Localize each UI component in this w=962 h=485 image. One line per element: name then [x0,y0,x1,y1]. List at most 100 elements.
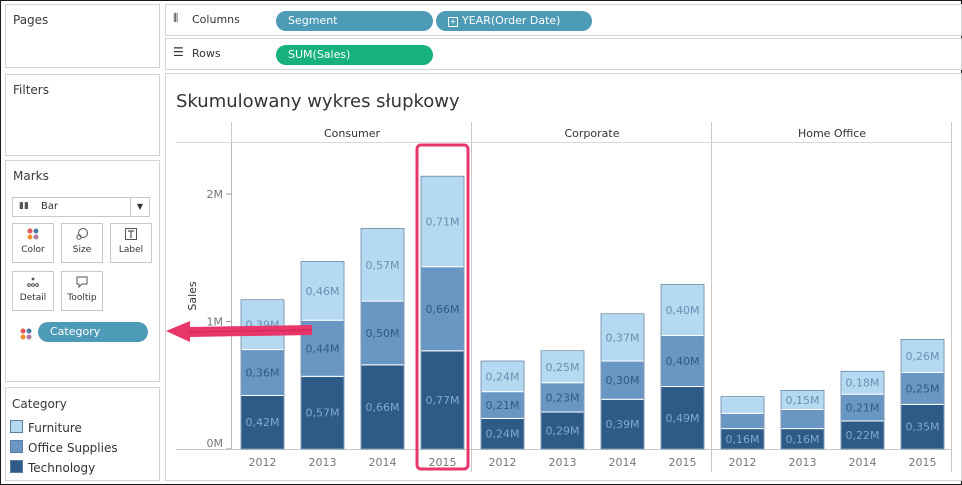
bar-data-label: 0,40M [666,304,700,317]
bar-data-label: 0,29M [546,425,580,438]
bar-data-label: 0,37M [606,331,640,344]
year-pill-label: YEAR(Order Date) [462,14,561,27]
bar-outline [360,228,405,450]
columns-shelf[interactable]: ⦀ Columns Segment + YEAR(Order Date) [165,4,962,36]
marks-title: Marks [13,169,49,183]
size-button-label: Size [72,245,92,255]
color-encoding-icon [19,326,33,345]
bar-office-supplies [540,382,585,413]
filters-card: Filters [5,74,160,156]
bar-office-supplies [420,266,465,352]
x-tick-label: 2014 [369,456,397,469]
segment-pill-label: Segment [288,14,338,27]
sum-sales-pill[interactable]: SUM(Sales) [276,45,433,65]
detail-button-label: Detail [19,293,47,303]
bar-chart-icon: ▮▮ [19,201,29,211]
bar-data-label: 0,16M [726,433,760,446]
x-tick-label: 2013 [789,456,817,469]
panel-header-home-office: Home Office [798,127,866,140]
bar-data-label: 0,50M [366,327,400,340]
bar-outline [840,370,885,450]
rows-label: Rows [192,47,221,60]
bar-office-supplies [780,408,825,430]
legend-swatch [10,420,23,433]
bar-data-label: 0,15M [786,394,820,407]
x-tick-label: 2015 [909,456,937,469]
bar-outline [480,360,525,450]
segment-pill[interactable]: Segment [276,11,433,31]
size-button[interactable]: Size [61,223,103,263]
bar-data-label: 0,16M [786,433,820,446]
y-axis-label: Sales [186,281,199,311]
bar-data-label: 0,71M [426,215,460,228]
year-order-date-pill[interactable]: + YEAR(Order Date) [436,11,592,31]
bar-office-supplies [360,300,405,366]
legend-label: Office Supplies [28,441,118,455]
bar-furniture [600,313,645,362]
bar-outline [780,390,825,450]
panel-header-corporate: Corporate [565,127,620,140]
bar-data-label: 0,24M [486,428,520,441]
bar-office-supplies [240,349,285,396]
legend-item-office-supplies[interactable]: Office Supplies [10,440,118,458]
mark-type-dropdown[interactable]: ▮▮ Bar ▼ [12,197,150,217]
filters-title: Filters [13,83,49,97]
label-button[interactable]: Label [110,223,152,263]
rows-shelf[interactable]: ☰ Rows SUM(Sales) [165,38,962,70]
color-button-label: Color [21,245,45,255]
bar-outline [900,339,945,450]
label-icon [111,227,151,245]
chevron-down-icon: ▼ [130,198,149,216]
mark-type-value: Bar [41,201,59,212]
bar-data-label: 0,40M [666,355,700,368]
legend-title: Category [12,397,67,411]
legend-label: Technology [28,461,96,475]
bar-data-label: 0,25M [546,361,580,374]
label-button-label: Label [118,245,144,255]
legend-swatch [10,440,23,453]
x-tick-label: 2012 [249,456,277,469]
bar-data-label: 0,35M [906,421,940,434]
y-tick-label: 1M [207,316,224,329]
legend-item-furniture[interactable]: Furniture [10,420,82,438]
legend-item-technology[interactable]: Technology [10,460,95,478]
bar-furniture [420,175,465,268]
bar-data-label: 0,36M [246,367,280,380]
sum-sales-pill-label: SUM(Sales) [288,48,351,61]
category-color-pill[interactable]: Category [38,322,148,342]
bar-outline [420,175,465,450]
bar-data-label: 0,30M [606,374,640,387]
bar-data-label: 0,66M [426,303,460,316]
bar-outline [540,350,585,450]
x-tick-label: 2015 [669,456,697,469]
bar-furniture [720,396,765,414]
bar-data-label: 0,44M [306,342,340,355]
bar-outline [300,261,345,450]
x-tick-label: 2012 [729,456,757,469]
chart-title: Skumulowany wykres słupkowy [176,91,460,112]
bar-data-label: 0,57M [306,407,340,420]
y-tick-label: 0M [207,437,224,450]
bar-office-supplies [720,412,765,430]
category-legend-card: Category Furniture Office Supplies Techn… [5,387,160,481]
bar-data-label: 0,77M [426,394,460,407]
bar-data-label: 0,42M [246,416,280,429]
marks-card: Marks ▮▮ Bar ▼ Color Size Label Detail T… [5,160,160,382]
bar-data-label: 0,22M [846,429,880,442]
bar-data-label: 0,25M [906,382,940,395]
bar-furniture [480,360,525,393]
detail-button[interactable]: Detail [12,271,54,311]
bar-data-label: 0,39M [606,418,640,431]
y-tick-label: 2M [207,188,224,201]
tooltip-icon [62,275,102,293]
bar-office-supplies [900,372,945,405]
color-dots-icon [13,227,53,245]
bar-furniture [540,350,585,384]
x-tick-label: 2013 [309,456,337,469]
tooltip-button[interactable]: Tooltip [61,271,103,311]
bar-outline [660,284,705,450]
color-button[interactable]: Color [12,223,54,263]
bar-data-label: 0,57M [366,259,400,272]
highlight-box [415,143,470,471]
